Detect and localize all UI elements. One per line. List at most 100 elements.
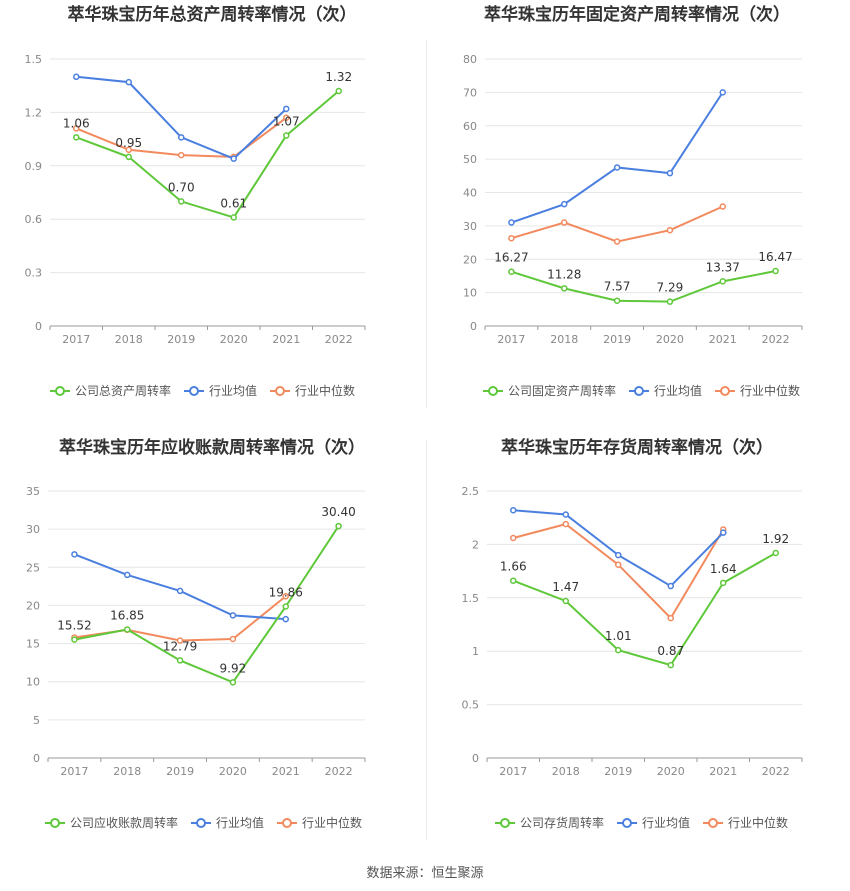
data-point-industry-avg [561,200,568,208]
data-point-industry-median [229,635,237,643]
y-tick-label: 0 [470,320,477,333]
series-line-industry-median [512,523,725,620]
legend-marker [500,818,510,828]
data-point-company [772,549,779,557]
data-point-company [230,214,237,221]
x-tick-label: 2022 [762,333,790,346]
data-point-industry-avg [176,587,184,595]
y-tick-label: 30 [26,523,40,536]
chart-title: 萃华珠宝历年固定资产周转率情况（次） [484,4,790,25]
data-point-industry-median [613,238,621,245]
data-label: 1.66 [500,560,527,574]
data-label: 30.40 [321,505,355,519]
series-line-industry-avg [511,91,724,224]
series-line-company [74,525,340,684]
y-tick-label: 20 [26,599,40,612]
data-point-company [335,87,342,95]
x-tick-label: 2018 [552,765,580,778]
data-point-industry-median [615,561,622,568]
chart-svg: 萃华珠宝历年存货周转率情况（次） 0 0.5 1 1.5 2 2.5 2017 2018 2019… [462,437,803,830]
data-point-industry-avg [720,529,727,536]
data-point-company [176,657,184,664]
data-point-industry-avg [229,612,237,619]
data-label: 1.01 [605,629,632,643]
data-label: 0.61 [220,196,247,210]
legend-marker [189,386,199,396]
y-tick-label: 25 [26,561,40,574]
x-tick-label: 2021 [272,765,300,778]
series-line-industry-avg [74,553,286,621]
data-point-industry-avg [615,551,622,559]
legend-label: 公司应收账款周转率 [70,815,178,830]
chart-svg: 萃华珠宝历年固定资产周转率情况（次） 0 10 20 30 40 50 60 70 80 2017 2… [463,4,803,398]
data-point-company [508,268,515,275]
legend-item: 行业中位数 [277,815,362,830]
x-tick-label: 2017 [62,333,90,346]
series-line-industry-avg [513,509,724,588]
chart-inventory-turnover: 萃华珠宝历年存货周转率情况（次） 0 0.5 1 1.5 2 2.5 2017 2018 2019… [425,430,850,860]
y-tick-label: 1.5 [25,53,43,66]
y-tick-label: 15 [26,638,40,651]
y-tick-label: 1 [472,645,479,658]
data-point-industry-avg [562,511,569,518]
chart-title: 萃华珠宝历年应收账款周转率情况（次） [59,437,365,458]
data-point-company [124,626,131,633]
y-tick-label: 2 [472,538,479,551]
x-tick-label: 2020 [220,333,248,346]
legend-item: 行业中位数 [715,383,800,398]
data-point-industry-avg [71,551,78,558]
data-label: 1.92 [762,532,789,546]
legend-item: 公司存货周转率 [495,815,604,830]
legend-item: 公司固定资产周转率 [483,383,616,398]
legend-marker [622,818,632,828]
data-point-industry-avg [230,155,237,162]
legend-marker [282,818,292,828]
legend-item: 行业均值 [191,815,264,830]
legend-marker [634,386,644,396]
data-point-industry-avg [508,219,515,226]
y-tick-label: 0.6 [25,213,43,226]
legend-label: 公司固定资产周转率 [508,383,616,398]
chart-total-asset-turnover: 萃华珠宝历年总资产周转率情况（次） 0 0.3 0.6 0.9 1.2 1.5 2017 201… [0,0,425,430]
data-label: 7.57 [604,280,631,294]
chart-svg: 萃华珠宝历年总资产周转率情况（次） 0 0.3 0.6 0.9 1.2 1.5 2017 201… [25,4,366,398]
data-point-company [510,577,517,584]
x-tick-label: 2021 [709,333,737,346]
data-point-industry-avg [666,169,674,177]
legend-marker [720,386,730,396]
y-tick-label: 60 [463,120,477,133]
chart-title: 萃华珠宝历年存货周转率情况（次） [501,437,773,458]
data-point-industry-median [282,593,289,600]
y-tick-label: 0.9 [25,160,43,173]
data-source: 数据来源：恒生聚源 [366,866,484,881]
data-point-company [73,134,80,141]
data-point-company [125,153,132,161]
data-label: 1.07 [273,115,300,129]
data-point-industry-median [508,234,515,242]
x-tick-label: 2022 [325,765,353,778]
data-point-industry-median [719,203,726,210]
data-label: 1.32 [325,70,352,84]
series-line-industry-avg [76,75,287,160]
x-tick-label: 2019 [166,765,194,778]
y-tick-label: 2.5 [462,485,480,498]
data-point-industry-avg [719,89,726,96]
legend-label: 行业中位数 [728,815,788,830]
data-label: 1.64 [710,562,737,576]
legend-label: 公司总资产周转率 [75,383,171,398]
y-tick-label: 0.3 [25,267,43,280]
data-point-industry-median [283,114,290,121]
data-point-industry-avg [613,164,621,171]
legend-marker [50,818,60,828]
y-tick-label: 0 [33,752,40,765]
chart-title: 萃华珠宝历年总资产周转率情况（次） [68,4,357,25]
y-tick-label: 35 [26,485,40,498]
data-point-industry-avg [178,134,185,141]
data-point-industry-avg [124,571,131,579]
data-label: 11.28 [547,267,581,281]
data-point-company [562,597,569,605]
legend-label: 行业中位数 [302,815,362,830]
data-point-company [667,661,674,669]
data-point-industry-median [667,614,674,622]
data-point-industry-avg [667,582,674,590]
